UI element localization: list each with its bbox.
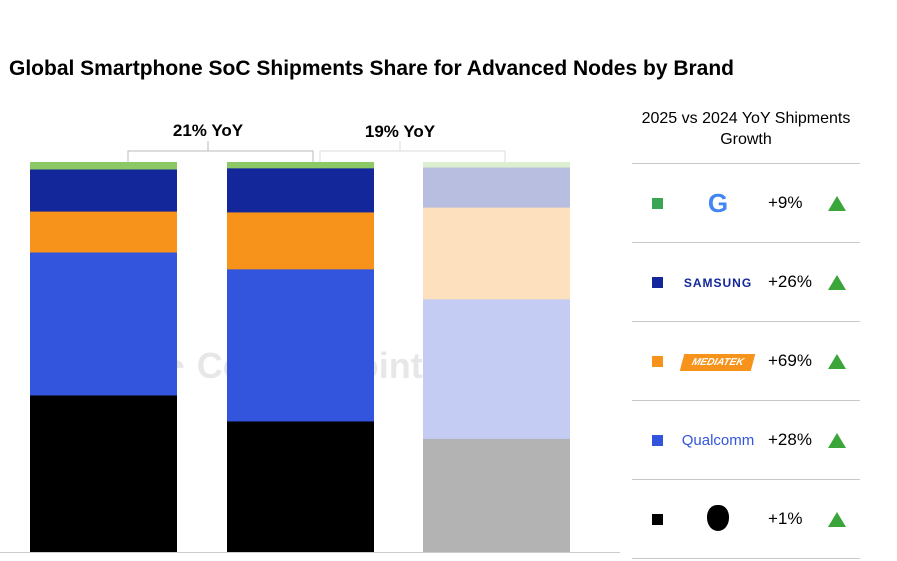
bar-segment-google xyxy=(30,162,177,170)
up-arrow-icon xyxy=(828,195,846,211)
bar-segment-apple xyxy=(30,394,177,553)
samsung-logo: SAMSUNG xyxy=(683,276,753,290)
bar-segment-qualcomm xyxy=(227,268,374,422)
growth-value: +1% xyxy=(768,509,803,528)
up-arrow-icon xyxy=(828,353,846,369)
up-arrow-icon xyxy=(828,432,846,448)
annotation-yoy-2: 19% YoY xyxy=(365,122,436,141)
growth-row-google: G +9% xyxy=(632,163,860,242)
bar-segment-samsung xyxy=(227,167,374,213)
legend-swatch xyxy=(652,355,663,367)
bar-segment-google xyxy=(227,162,374,169)
growth-value: +28% xyxy=(768,430,812,449)
qualcomm-logo: Qualcomm xyxy=(681,431,755,449)
legend-swatch xyxy=(652,434,663,446)
growth-row-samsung: SAMSUNG +26% xyxy=(632,242,860,321)
bar-segment-mediatek xyxy=(423,207,570,300)
panel-title: 2025 vs 2024 YoY Shipments Growth xyxy=(641,110,851,148)
bar-segment-qualcomm xyxy=(423,298,570,439)
bar-segment-mediatek xyxy=(227,211,374,270)
bracket-2 xyxy=(319,141,506,162)
bracket-1 xyxy=(127,141,314,162)
up-arrow-icon xyxy=(828,511,846,527)
growth-value: +9% xyxy=(768,193,803,212)
bar-segment-apple xyxy=(423,438,570,553)
chart-title: Global Smartphone SoC Shipments Share fo… xyxy=(9,57,735,80)
growth-value: +26% xyxy=(768,272,812,291)
legend-swatch xyxy=(652,276,663,288)
apple-logo xyxy=(668,504,768,534)
bar-segment-google xyxy=(423,162,570,168)
bar-segment-samsung xyxy=(30,169,177,212)
mediatek-logo: MEDIATEK xyxy=(668,352,768,371)
stacked-bar-chart: 21% YoY 19% YoY xyxy=(0,121,620,553)
bar-segment-qualcomm xyxy=(30,252,177,396)
bar-segment-apple xyxy=(227,420,374,553)
growth-value: +69% xyxy=(768,351,812,370)
up-arrow-icon xyxy=(828,274,846,290)
legend-swatch xyxy=(652,197,663,209)
annotation-yoy-1: 21% YoY xyxy=(173,121,244,140)
legend-swatch xyxy=(652,513,663,525)
growth-row-qualcomm: Qualcomm +28% xyxy=(632,400,860,479)
bar-segment-samsung xyxy=(423,167,570,208)
bar-segment-mediatek xyxy=(30,211,177,253)
growth-row-apple: +1% xyxy=(632,479,860,559)
growth-row-mediatek: MEDIATEK +69% xyxy=(632,321,860,400)
google-logo: G xyxy=(707,187,729,218)
growth-panel: 2025 vs 2024 YoY Shipments Growth G +9% … xyxy=(632,108,860,559)
